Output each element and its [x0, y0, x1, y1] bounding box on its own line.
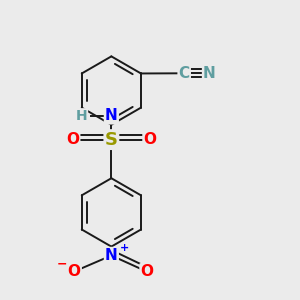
Text: −: −: [57, 258, 68, 271]
Text: S: S: [105, 130, 118, 148]
Text: +: +: [120, 243, 129, 253]
Text: C: C: [178, 66, 190, 81]
Text: H: H: [76, 109, 88, 123]
Text: O: O: [66, 132, 79, 147]
Text: N: N: [105, 248, 118, 263]
Text: N: N: [203, 66, 216, 81]
Text: O: O: [143, 132, 157, 147]
Text: O: O: [140, 264, 154, 279]
Text: N: N: [105, 108, 118, 123]
Text: O: O: [68, 264, 81, 279]
